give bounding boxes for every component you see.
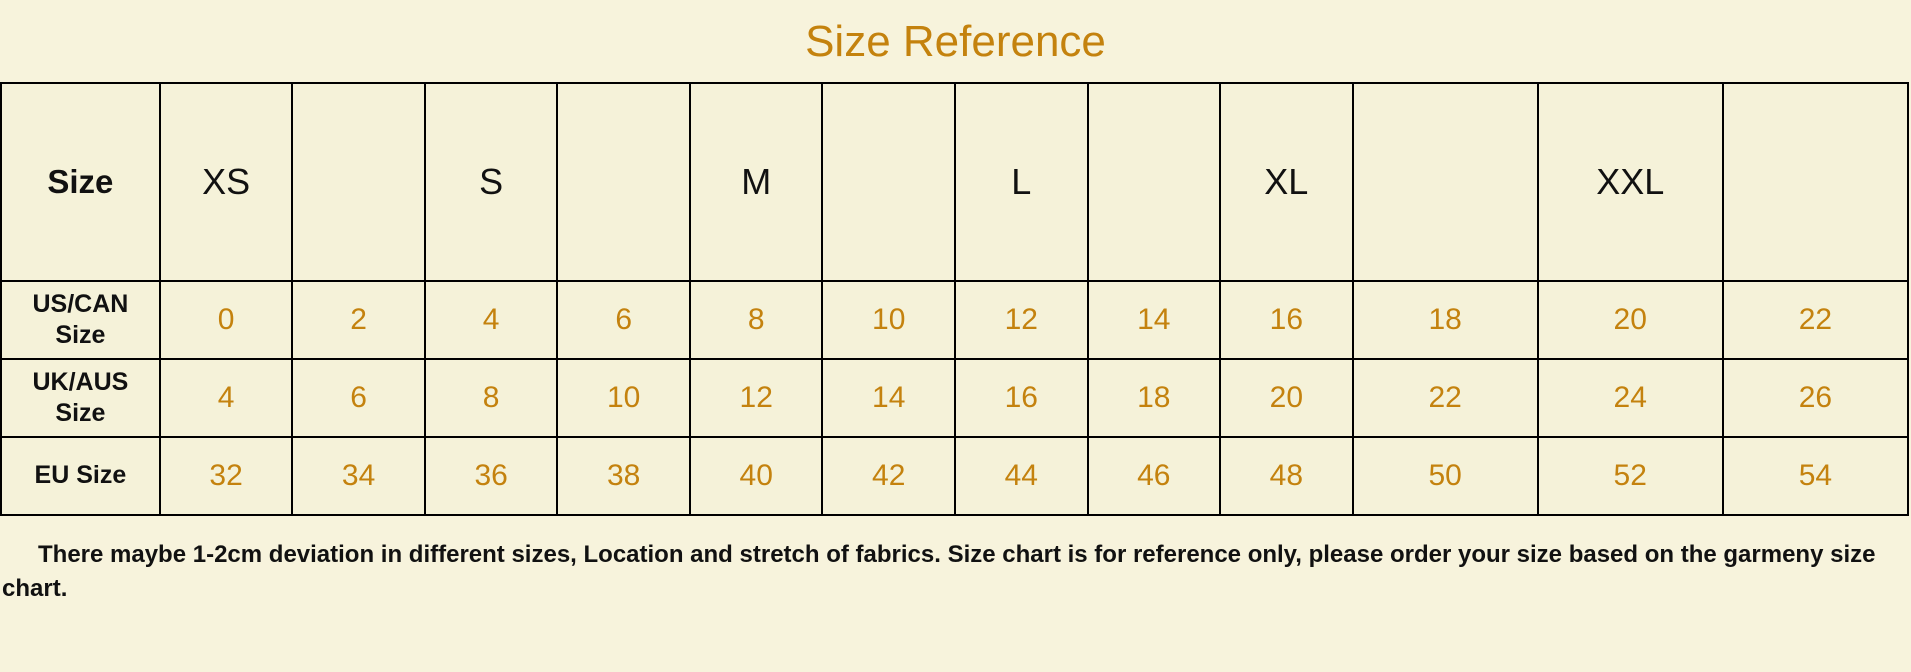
cell-us-can-5: 10 bbox=[821, 280, 956, 360]
header-size-empty-1 bbox=[291, 82, 426, 282]
cell-uk-aus-2: 8 bbox=[423, 358, 559, 438]
cell-us-can-1: 2 bbox=[291, 280, 426, 360]
cell-eu-11: 54 bbox=[1721, 436, 1910, 516]
row-label-line1: UK/AUS bbox=[32, 367, 129, 396]
cell-us-can-10: 20 bbox=[1536, 280, 1724, 360]
header-size-s: S bbox=[423, 82, 559, 282]
table-row: EU Size 32 34 36 38 40 42 44 46 48 50 52… bbox=[0, 436, 1910, 516]
cell-uk-aus-0: 4 bbox=[158, 358, 294, 438]
cell-eu-5: 42 bbox=[821, 436, 956, 516]
size-reference-table: Size XS S M L XL XXL US/CAN Size 0 2 4 6 bbox=[0, 82, 1910, 516]
cell-uk-aus-3: 10 bbox=[556, 358, 691, 438]
cell-eu-3: 38 bbox=[556, 436, 691, 516]
header-size-label: Size bbox=[0, 82, 161, 282]
cell-us-can-8: 16 bbox=[1219, 280, 1354, 360]
cell-us-can-9: 18 bbox=[1351, 280, 1539, 360]
header-size-xxl: XXL bbox=[1536, 82, 1724, 282]
cell-us-can-7: 14 bbox=[1086, 280, 1222, 360]
cell-us-can-11: 22 bbox=[1721, 280, 1910, 360]
cell-eu-6: 44 bbox=[954, 436, 1089, 516]
table-row: US/CAN Size 0 2 4 6 8 10 12 14 16 18 20 2… bbox=[0, 280, 1910, 360]
row-label-uk-aus-size: UK/AUS Size bbox=[0, 358, 161, 438]
cell-us-can-3: 6 bbox=[556, 280, 691, 360]
cell-uk-aus-10: 24 bbox=[1536, 358, 1724, 438]
row-label-line2: Size bbox=[55, 321, 106, 349]
cell-uk-aus-1: 6 bbox=[291, 358, 426, 438]
row-label-eu-size: EU Size bbox=[0, 436, 161, 516]
table-header-row: Size XS S M L XL XXL bbox=[0, 82, 1910, 282]
cell-us-can-2: 4 bbox=[423, 280, 559, 360]
header-size-empty-5 bbox=[1351, 82, 1539, 282]
footnote-disclaimer: There maybe 1-2cm deviation in different… bbox=[2, 541, 1876, 603]
table-row: UK/AUS Size 4 6 8 10 12 14 16 18 20 22 24… bbox=[0, 358, 1910, 438]
row-label-line1: US/CAN bbox=[32, 289, 129, 318]
row-label-line2: Size bbox=[55, 399, 106, 427]
cell-us-can-4: 8 bbox=[688, 280, 824, 360]
cell-uk-aus-5: 14 bbox=[821, 358, 956, 438]
cell-uk-aus-7: 18 bbox=[1086, 358, 1222, 438]
cell-uk-aus-4: 12 bbox=[688, 358, 824, 438]
page-title: Size Reference bbox=[805, 17, 1106, 66]
cell-uk-aus-6: 16 bbox=[954, 358, 1089, 438]
header-size-empty-4 bbox=[1086, 82, 1222, 282]
cell-us-can-0: 0 bbox=[158, 280, 294, 360]
cell-uk-aus-8: 20 bbox=[1219, 358, 1354, 438]
cell-eu-9: 50 bbox=[1351, 436, 1539, 516]
cell-eu-2: 36 bbox=[423, 436, 559, 516]
cell-uk-aus-9: 22 bbox=[1351, 358, 1539, 438]
header-size-xs: XS bbox=[158, 82, 294, 282]
cell-eu-1: 34 bbox=[291, 436, 426, 516]
header-size-l: L bbox=[954, 82, 1089, 282]
cell-eu-8: 48 bbox=[1219, 436, 1354, 516]
row-label-us-can-size: US/CAN Size bbox=[0, 280, 161, 360]
cell-us-can-6: 12 bbox=[954, 280, 1089, 360]
header-size-empty-3 bbox=[821, 82, 956, 282]
cell-eu-10: 52 bbox=[1536, 436, 1724, 516]
cell-uk-aus-11: 26 bbox=[1721, 358, 1910, 438]
cell-eu-0: 32 bbox=[158, 436, 294, 516]
header-size-m: M bbox=[688, 82, 824, 282]
header-size-empty-6 bbox=[1721, 82, 1910, 282]
cell-eu-7: 46 bbox=[1086, 436, 1222, 516]
header-size-empty-2 bbox=[556, 82, 691, 282]
header-size-xl: XL bbox=[1219, 82, 1354, 282]
cell-eu-4: 40 bbox=[688, 436, 824, 516]
